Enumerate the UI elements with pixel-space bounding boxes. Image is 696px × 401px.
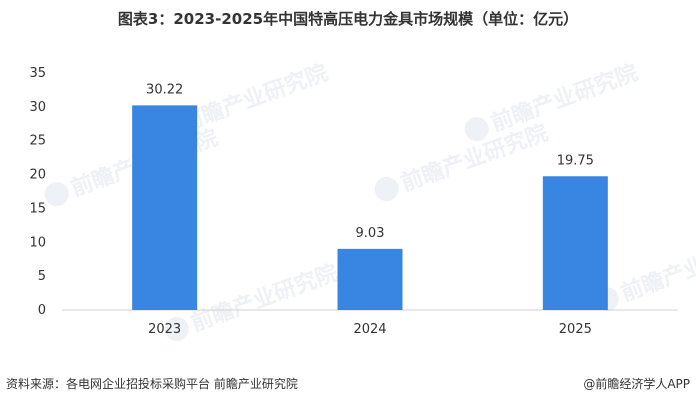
watermark-text: 前瞻产业研究院 [618,230,696,307]
y-tick-label: 35 [29,66,46,81]
bar-2025 [542,176,608,310]
x-axis: 2023 2024 2025 [148,322,592,337]
x-tick-label-2024: 2024 [353,322,386,337]
bars: 30.22 9.03 19.75 [132,82,608,310]
x-tick-label-2025: 2025 [559,322,592,337]
brand-credit: @前瞻经济学人APP [583,377,690,391]
y-tick-label: 5 [38,269,46,284]
chart-title: 图表3：2023-2025年中国特高压电力金具市场规模（单位：亿元） [117,10,579,28]
y-tick-label: 15 [29,201,46,216]
data-label-2023: 30.22 [146,82,183,97]
watermark-logo-icon [464,117,489,142]
bar-2023 [132,105,198,310]
watermark-text: 前瞻产业研究院 [178,60,332,137]
watermark: 前瞻产业研究院 [374,120,551,202]
bar-2024 [337,248,403,310]
watermark-logo-icon [164,317,189,342]
y-tick-label: 30 [29,100,46,115]
y-tick-label: 10 [29,235,46,250]
y-axis: 0 5 10 15 20 25 30 35 [29,66,46,318]
watermark-logo-icon [44,182,69,207]
watermark-text: 前瞻产业研究院 [488,60,642,137]
y-tick-label: 0 [38,303,46,318]
watermark-logo-icon [374,177,399,202]
data-label-2025: 19.75 [557,153,594,168]
y-tick-label: 20 [29,168,46,183]
source-note: 资料来源：各电网企业招投标采购平台 前瞻产业研究院 [6,377,298,391]
y-tick-label: 25 [29,134,46,149]
watermark: 前瞻产业研究院 [464,60,642,142]
x-tick-label-2023: 2023 [148,322,181,337]
watermark-text: 前瞻产业研究院 [188,260,342,337]
data-label-2024: 9.03 [356,226,385,241]
